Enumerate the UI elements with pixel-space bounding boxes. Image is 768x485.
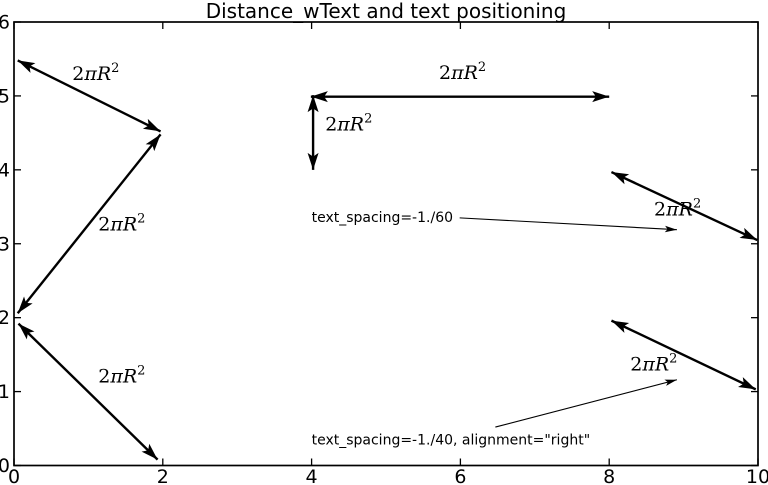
math-label: 2πR2 [630,352,677,376]
arrow-shaft [16,133,162,314]
annotation-text: text_spacing=-1./60 [312,210,453,226]
annotation-arrow-shaft [459,217,677,231]
x-tick-label: 0 [8,466,20,485]
arrow-shaft [610,319,757,391]
double-arrow-left-mid: 2πR2 [16,133,162,314]
annotation-arrow-shaft [495,379,678,428]
arrow-head [17,60,36,73]
x-tick-label: 8 [603,466,615,485]
math-label: 2πR2 [98,211,145,235]
arrow-head [18,323,35,340]
y-tick-label: 0 [0,455,10,477]
annotation-arrow-head [664,225,677,233]
double-arrow-right-top: 2πR2 [610,170,758,242]
double-arrow-left-bottom: 2πR2 [17,322,159,461]
y-tick-label: 2 [0,307,10,329]
double-arrow-vertical: 2πR2 [307,95,372,170]
double-arrow-horizontal: 2πR2 [310,60,610,103]
arrow-head [611,172,630,185]
arrow-head [310,91,328,103]
x-tick-label: 4 [306,466,318,485]
x-tick-label: 6 [454,466,466,485]
arrows-layer: 2πR2 2πR2 2πR2 2πR2 2πR2 2πR2 2πR2 [16,59,758,461]
math-label: 2πR2 [439,60,486,84]
arrow-head [141,443,158,460]
y-tick-label: 3 [0,233,10,255]
annotation: text_spacing=-1./60 [312,210,677,233]
arrow-head [739,227,758,241]
double-arrow-right-bottom: 2πR2 [610,319,757,391]
annotations-layer: text_spacing=-1./60 text_spacing=-1./40, … [312,210,678,449]
annotation: text_spacing=-1./40, alignment="right" [312,379,678,449]
arrow-head [592,91,610,103]
math-label: 2πR2 [98,364,145,388]
arrow-shaft [610,170,758,242]
math-label: 2πR2 [654,197,701,221]
arrow-head [142,118,161,132]
x-tick-label: 10 [746,466,768,485]
arrow-head [738,377,756,390]
annotation-text: text_spacing=-1./40, alignment="right" [312,433,591,449]
math-label: 2πR2 [72,61,119,85]
arrow-head [17,296,33,314]
axis-tick-labels: 0 2 4 6 8 10 0 1 2 3 4 5 6 [0,12,768,485]
y-tick-label: 1 [0,381,10,403]
arrow-head [611,320,630,333]
arrow-shaft [17,59,162,133]
y-tick-label: 4 [0,159,10,181]
y-tick-label: 5 [0,85,10,107]
x-tick-label: 2 [157,466,169,485]
axis-ticks [13,21,759,467]
plot-title: Distance_wText and text positioning [206,0,567,23]
arrow-head [307,152,319,170]
double-arrow-left-top: 2πR2 [17,59,162,133]
arrow-head [145,134,161,152]
y-tick-label: 6 [0,12,10,34]
arrow-head [307,95,319,113]
annotation-arrow-head [664,379,677,386]
math-label: 2πR2 [325,112,372,136]
arrow-shaft [17,322,159,461]
